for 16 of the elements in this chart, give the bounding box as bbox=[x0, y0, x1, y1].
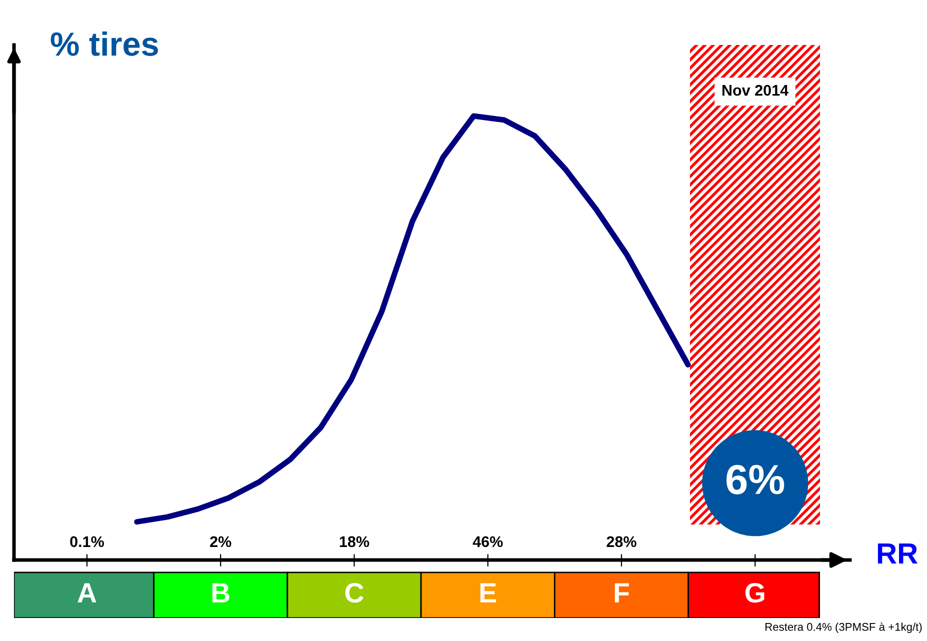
text: 2% bbox=[210, 536, 232, 548]
text: 0.1% bbox=[70, 536, 104, 548]
y-axis-title: % tires bbox=[50, 31, 158, 56]
text: Nov 2014 bbox=[722, 84, 788, 96]
category-label: G bbox=[745, 583, 764, 603]
text: 46% bbox=[472, 536, 503, 548]
text: 18% bbox=[340, 536, 370, 548]
category-label: F bbox=[614, 583, 629, 602]
x-axis-title: RR bbox=[878, 543, 918, 564]
category-label: C bbox=[345, 583, 364, 603]
text: 6% bbox=[726, 464, 784, 494]
category-label: E bbox=[480, 583, 496, 602]
category-label: A bbox=[78, 583, 96, 602]
text: Restera 0.4% (3PMSF à +1kg/t) bbox=[766, 622, 922, 633]
text: 28% bbox=[606, 536, 636, 548]
category-label: B bbox=[212, 583, 230, 602]
